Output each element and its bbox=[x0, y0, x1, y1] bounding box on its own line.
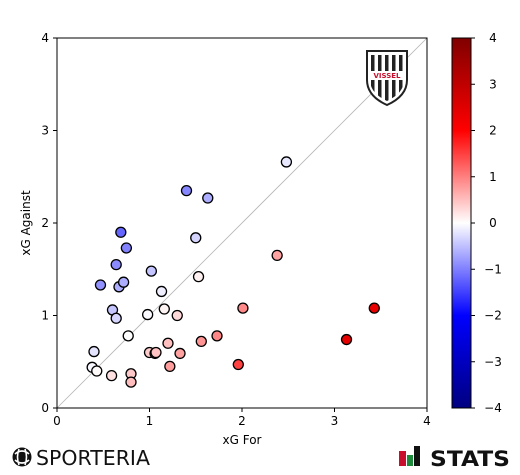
scatter-point bbox=[271, 249, 283, 262]
scatter-point bbox=[110, 258, 122, 271]
colorbar bbox=[451, 37, 472, 409]
y-tick-label: 0 bbox=[41, 401, 49, 415]
colorbar-tick-label: 4 bbox=[489, 31, 497, 45]
scatter-point bbox=[145, 265, 158, 277]
sporteria-ball-icon bbox=[12, 447, 32, 467]
scatter-point bbox=[117, 276, 130, 288]
y-tick-label: 2 bbox=[41, 216, 49, 230]
y-axis-ticks: 0 1 2 3 4 bbox=[41, 31, 57, 415]
colorbar-ticks: 4 3 2 1 0 −1 −2 −3 −4 bbox=[471, 31, 502, 415]
scatter-point bbox=[368, 302, 380, 314]
scatter-point bbox=[280, 156, 293, 168]
x-tick-label: 2 bbox=[238, 414, 246, 428]
x-axis-label: xG For bbox=[223, 433, 262, 447]
scatter-point bbox=[192, 270, 205, 283]
reference-diagonal-line bbox=[56, 37, 428, 409]
scatter-point bbox=[105, 369, 118, 382]
crest-text: VISSEL bbox=[373, 72, 401, 80]
colorbar-tick-label: −3 bbox=[484, 355, 502, 369]
scatter-point bbox=[180, 184, 193, 197]
scatter-point bbox=[171, 309, 183, 322]
sporteria-wordmark: SPORTERIA bbox=[36, 446, 150, 470]
x-tick-label: 0 bbox=[53, 414, 61, 428]
x-tick-label: 4 bbox=[423, 414, 431, 428]
team-crest-logo: VISSEL bbox=[366, 50, 408, 107]
scatter-point bbox=[120, 242, 133, 254]
colorbar-tick-label: −1 bbox=[484, 262, 502, 276]
colorbar-tick-label: 3 bbox=[489, 77, 497, 91]
scatter-point bbox=[237, 302, 249, 314]
scatter-point bbox=[91, 365, 103, 377]
y-tick-label: 4 bbox=[41, 31, 49, 45]
scatter-point bbox=[110, 312, 122, 324]
y-tick-label: 1 bbox=[41, 309, 49, 323]
scatter-point bbox=[211, 330, 223, 342]
scatter-point bbox=[88, 345, 100, 358]
scatter-point bbox=[340, 333, 353, 346]
y-tick-label: 3 bbox=[41, 124, 49, 138]
scatter-point bbox=[150, 346, 162, 359]
scatter-point bbox=[94, 279, 107, 291]
scatter-point bbox=[195, 335, 207, 348]
scatter-point bbox=[155, 285, 168, 298]
colorbar-tick-label: 1 bbox=[489, 170, 497, 184]
x-axis-ticks: 0 1 2 3 4 bbox=[53, 408, 431, 428]
x-tick-label: 3 bbox=[331, 414, 339, 428]
scatter-points bbox=[86, 156, 380, 388]
scatter-point bbox=[174, 347, 186, 360]
colorbar-tick-label: −2 bbox=[484, 309, 502, 323]
stats-logo: STATS bbox=[399, 446, 510, 471]
stats-wordmark: STATS bbox=[430, 447, 510, 471]
scatter-point bbox=[232, 358, 244, 371]
colorbar-tick-label: −4 bbox=[484, 401, 502, 415]
colorbar-tick-label: 2 bbox=[489, 124, 497, 138]
sporteria-logo: SPORTERIA bbox=[12, 446, 150, 470]
scatter-point bbox=[202, 192, 214, 204]
stats-flag-icon bbox=[399, 446, 420, 466]
x-tick-label: 1 bbox=[146, 414, 154, 428]
scatter-point bbox=[162, 337, 174, 349]
y-axis-label: xG Against bbox=[19, 190, 33, 256]
scatter-point bbox=[158, 303, 170, 315]
scatter-point bbox=[164, 360, 176, 373]
scatter-point bbox=[141, 308, 154, 321]
scatter-point bbox=[122, 330, 134, 342]
scatter-point bbox=[115, 226, 127, 238]
scatter-point bbox=[190, 232, 202, 244]
scatter-point bbox=[125, 376, 137, 388]
colorbar-tick-label: 0 bbox=[489, 216, 497, 230]
